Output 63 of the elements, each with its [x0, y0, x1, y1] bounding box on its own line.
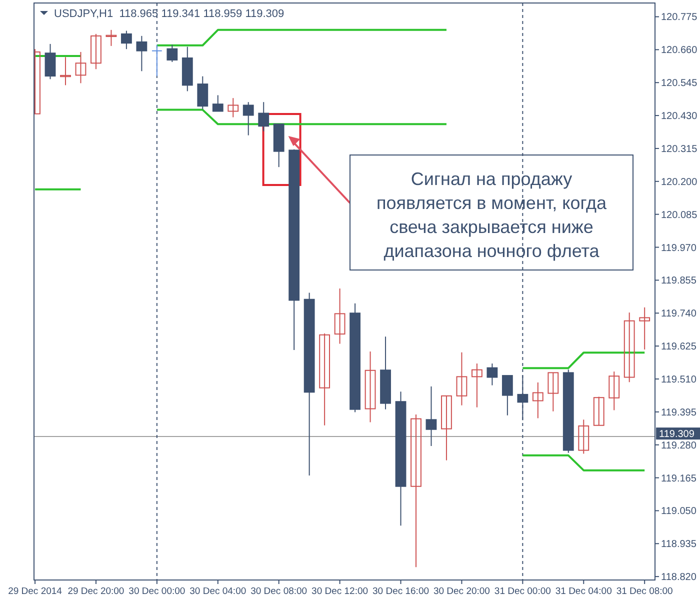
x-tick-label: 30 Dec 20:00 — [433, 586, 490, 597]
y-tick-label: 119.970 — [661, 242, 697, 254]
y-tick-label: 120.660 — [661, 45, 698, 56]
candlestick — [410, 414, 422, 568]
candlestick — [44, 43, 56, 80]
candlestick — [228, 98, 239, 118]
x-tick-label: 30 Dec 16:00 — [372, 586, 430, 597]
x-tick-label: 30 Dec 00:00 — [128, 586, 186, 597]
x-tick-label: 29 Dec 2014 — [8, 586, 62, 597]
candlestick — [121, 30, 132, 50]
y-tick-label: 119.280 — [661, 440, 697, 452]
candlestick — [106, 29, 117, 46]
annotation: Сигнал на продажу появляется в момент, когда свеча закрывается ниже диапазона ночного флета — [376, 169, 608, 261]
candlestick — [136, 35, 148, 72]
x-tick-label: 31 Dec 08:00 — [616, 586, 673, 597]
x-tick-label: 29 Dec 20:00 — [68, 586, 124, 597]
y-tick-label: 119.165 — [661, 473, 697, 484]
candlestick — [75, 51, 86, 84]
y-tick-label: 120.315 — [661, 144, 698, 155]
x-tick-label: 30 Dec 12:00 — [312, 586, 368, 597]
candlestick — [197, 76, 208, 110]
candlestick — [151, 44, 162, 77]
candlestick — [608, 371, 620, 411]
y-tick-label: 119.510 — [661, 374, 697, 386]
candlestick — [319, 332, 330, 426]
candlestick — [90, 33, 102, 70]
candlestick — [486, 363, 498, 386]
candlestick — [364, 350, 376, 423]
y-tick-label: 119.740 — [661, 308, 697, 320]
candlestick — [258, 102, 270, 132]
candlestick — [212, 94, 224, 112]
candlestick — [426, 386, 437, 446]
candlestick — [242, 102, 254, 136]
y-tick-label: 120.430 — [661, 111, 698, 122]
candlestick — [548, 372, 559, 412]
y-tick-label: 120.545 — [661, 78, 698, 90]
y-tick-label: 120.085 — [661, 210, 698, 221]
candlestick — [502, 375, 513, 416]
y-tick-label: 120.775 — [661, 12, 698, 24]
candlestick — [578, 419, 590, 454]
y-tick-label: 119.625 — [661, 342, 697, 353]
x-tick-label: 31 Dec 04:00 — [555, 586, 612, 597]
x-tick-label: 31 Dec 00:00 — [494, 586, 551, 597]
candlestick — [472, 363, 482, 408]
chart-title: USDJPY,H1 118.965 119.341 118.959 119.309 — [54, 8, 284, 20]
y-tick-label: 118.935 — [661, 539, 697, 550]
y-tick-label: 119.050 — [661, 506, 697, 518]
candlestick — [639, 306, 650, 350]
candlestick — [441, 395, 452, 461]
candlestick — [624, 312, 635, 383]
candlestick — [532, 382, 544, 419]
candlestick — [456, 352, 468, 406]
x-tick-label: 30 Dec 04:00 — [190, 586, 246, 597]
candlestick — [166, 44, 178, 62]
y-tick-label: 119.855 — [661, 276, 697, 287]
candlestick — [60, 56, 71, 86]
candlestick — [593, 396, 604, 426]
ref-line-label: 119.309 — [659, 429, 695, 440]
candlestick — [334, 288, 346, 344]
y-tick-label: 119.395 — [661, 407, 697, 418]
y-tick-label: 118.820 — [661, 572, 697, 584]
y-tick-label: 120.200 — [661, 176, 698, 188]
x-tick-label: 30 Dec 08:00 — [250, 586, 308, 597]
